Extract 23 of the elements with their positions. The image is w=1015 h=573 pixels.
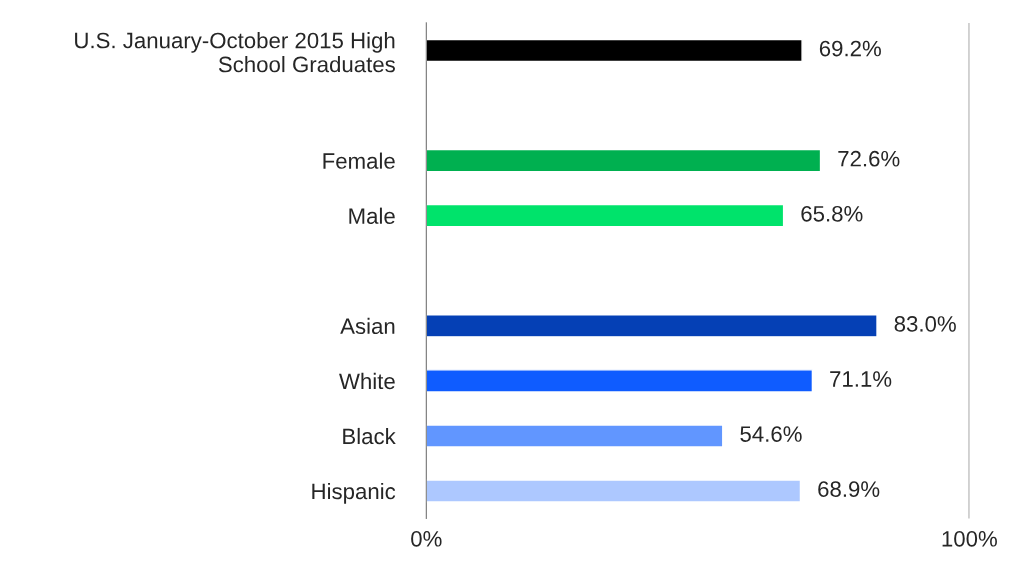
- y-tick-label: White: [339, 372, 395, 390]
- data-label: 71.1%: [830, 371, 892, 387]
- y-tick-label: Black: [343, 427, 396, 445]
- bar: [426, 424, 724, 448]
- y-tick-label: U.S. January-October 2015 High School Graduates: [75, 32, 395, 73]
- bar: [426, 38, 803, 63]
- x-tick-label: 100%: [942, 530, 997, 547]
- bar: [426, 314, 878, 338]
- data-label: 69.2%: [819, 40, 881, 57]
- bar: [426, 148, 822, 173]
- data-label: 65.8%: [801, 205, 863, 222]
- data-label: 83.0%: [894, 316, 956, 332]
- bar: [426, 369, 814, 393]
- data-label: 68.9%: [818, 481, 880, 497]
- bar: [426, 479, 802, 503]
- y-tick-label: Hispanic: [312, 482, 396, 504]
- y-tick-label: Asian: [340, 317, 395, 335]
- y-tick-label: Female: [323, 152, 395, 169]
- data-label: 54.6%: [740, 426, 802, 442]
- x-tick-label: 0%: [411, 530, 442, 547]
- data-label: 72.6%: [838, 150, 900, 167]
- y-tick-label: Male: [349, 207, 395, 224]
- bar: [426, 203, 785, 228]
